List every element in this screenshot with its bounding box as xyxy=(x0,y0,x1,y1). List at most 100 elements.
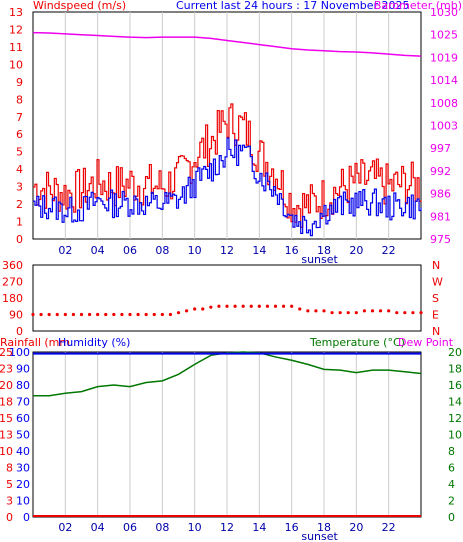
baro-tick-label: 992 xyxy=(430,165,451,178)
wind-tick-label: 5 xyxy=(16,146,23,159)
compass-tick-label: N xyxy=(432,259,440,272)
rain-tick-label: 23 xyxy=(0,363,13,376)
temperature-header: Temperature (°C) xyxy=(309,336,405,349)
direction-point xyxy=(233,304,237,308)
direction-point xyxy=(176,311,181,315)
x-tick-label: 06 xyxy=(123,244,137,257)
barometer-line xyxy=(32,31,422,57)
dir-tick-label: 0 xyxy=(16,325,23,338)
direction-point xyxy=(209,305,213,309)
temp-tick-label: 0 xyxy=(448,511,455,524)
direction-point xyxy=(136,312,140,317)
x-tick-label: 14 xyxy=(252,521,266,534)
wind-tick-label: 10 xyxy=(9,58,23,71)
direction-point xyxy=(128,312,132,317)
x-tick-label: 18 xyxy=(317,521,331,534)
x-tick-label: 06 xyxy=(123,521,137,534)
x-tick-label: 16 xyxy=(285,244,299,257)
panel2-frame xyxy=(32,264,422,332)
temp-tick-label: 12 xyxy=(448,412,462,425)
rain-tick-label: 20 xyxy=(0,379,13,392)
wind-tick-label: 0 xyxy=(16,233,23,246)
direction-point xyxy=(241,304,245,308)
direction-point xyxy=(378,309,383,313)
direction-point xyxy=(63,312,67,317)
dir-tick-label: 180 xyxy=(2,292,23,305)
wind-tick-label: 2 xyxy=(16,198,23,211)
x-tick-label: 22 xyxy=(382,521,396,534)
direction-point xyxy=(87,312,92,317)
direction-point xyxy=(184,309,189,313)
rain-tick-label: 13 xyxy=(0,429,13,442)
direction-point xyxy=(290,304,294,308)
wind-tick-label: 4 xyxy=(16,163,23,176)
direction-point xyxy=(71,312,76,317)
humidity-tick-label: 90 xyxy=(16,363,30,376)
temp-tick-label: 16 xyxy=(448,379,462,392)
sunset-annotation: sunset xyxy=(301,530,338,542)
direction-point xyxy=(322,309,326,313)
wind-tick-label: 11 xyxy=(9,41,23,54)
temp-tick-label: 14 xyxy=(448,396,462,409)
compass-tick-label: E xyxy=(432,309,439,322)
x-tick-label: 20 xyxy=(349,521,363,534)
wind-tick-label: 7 xyxy=(16,111,23,124)
compass-tick-label: S xyxy=(432,292,439,305)
direction-point xyxy=(265,304,270,308)
dir-tick-label: 270 xyxy=(2,276,23,289)
humidity-tick-label: 70 xyxy=(16,396,30,409)
direction-point xyxy=(370,309,375,313)
rainfall-header: Rainfall (mm xyxy=(0,336,70,349)
baro-tick-label: 975 xyxy=(430,233,451,246)
x-tick-label: 20 xyxy=(349,244,363,257)
direction-point xyxy=(120,312,124,317)
direction-point xyxy=(273,304,278,308)
wind-tick-label: 13 xyxy=(9,6,23,19)
direction-point xyxy=(298,307,302,311)
x-tick-label: 14 xyxy=(252,244,266,257)
gust-line xyxy=(33,137,422,237)
compass-tick-label: W xyxy=(432,276,443,289)
direction-point xyxy=(39,312,43,317)
direction-point xyxy=(346,311,350,315)
dewpoint-header: Dew Point xyxy=(398,336,454,349)
direction-point xyxy=(330,311,334,315)
humidity-header: Humidity (%) xyxy=(58,336,130,349)
direction-point xyxy=(354,311,358,315)
humidity-tick-label: 20 xyxy=(16,478,30,491)
x-tick-label: 04 xyxy=(91,244,105,257)
direction-point xyxy=(419,311,423,315)
x-tick-label: 22 xyxy=(382,244,396,257)
rain-tick-label: 3 xyxy=(6,495,13,508)
baro-tick-label: 981 xyxy=(430,210,451,223)
x-tick-label: 10 xyxy=(188,244,202,257)
humidity-tick-label: 0 xyxy=(23,511,30,524)
x-tick-label: 18 xyxy=(317,244,331,257)
humidity-tick-label: 40 xyxy=(16,445,30,458)
direction-point xyxy=(152,312,156,317)
dir-tick-label: 360 xyxy=(2,259,23,272)
temp-tick-label: 4 xyxy=(448,478,455,491)
rain-tick-label: 10 xyxy=(0,445,13,458)
baro-tick-label: 1025 xyxy=(430,29,458,42)
x-tick-label: 04 xyxy=(91,521,105,534)
direction-point xyxy=(395,311,399,315)
wind-tick-label: 3 xyxy=(16,181,23,194)
direction-point xyxy=(387,309,391,313)
x-tick-label: 10 xyxy=(188,521,202,534)
direction-point xyxy=(47,312,51,317)
humidity-tick-label: 50 xyxy=(16,429,30,442)
x-tick-label: 08 xyxy=(155,244,169,257)
direction-point xyxy=(104,312,108,317)
rain-tick-label: 18 xyxy=(0,396,13,409)
rain-tick-label: 8 xyxy=(6,462,13,475)
direction-point xyxy=(160,312,164,317)
x-tick-label: 16 xyxy=(285,521,299,534)
direction-point xyxy=(306,309,310,313)
windspeed-line xyxy=(33,103,422,228)
sunset-annotation: sunset xyxy=(301,253,338,266)
direction-point xyxy=(96,312,100,317)
temp-tick-label: 6 xyxy=(448,462,455,475)
baro-tick-label: 1003 xyxy=(430,120,458,133)
